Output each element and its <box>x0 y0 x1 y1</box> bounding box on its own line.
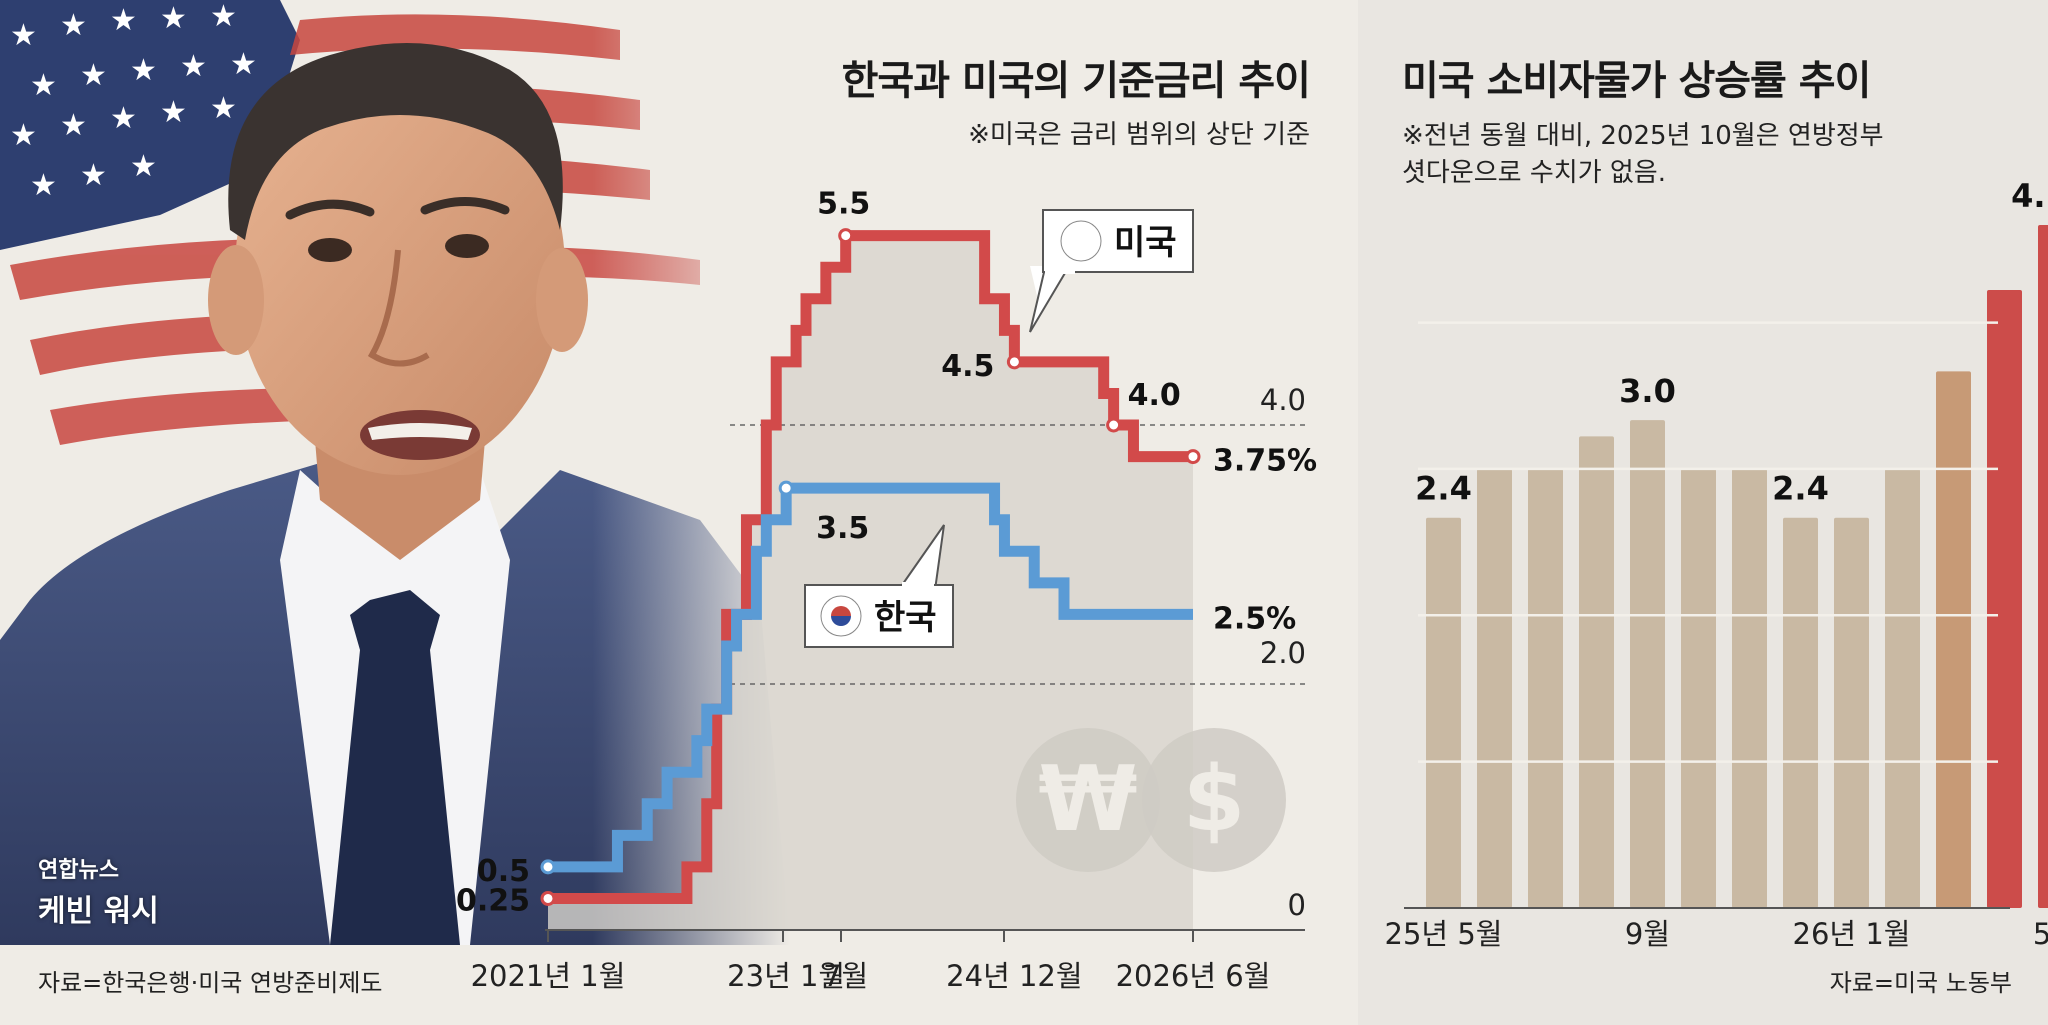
cpi-bar <box>1834 517 1869 908</box>
cpi-chart-note-line1: ※전년 동월 대비, 2025년 10월은 연방정부 <box>1402 121 1884 151</box>
rate-marker <box>540 859 556 875</box>
cpi-bar <box>1528 468 1563 908</box>
rate-marker <box>540 890 556 906</box>
cpi-bar <box>1681 468 1716 908</box>
cpi-chart-source: 자료=미국 노동부 <box>1829 969 2012 997</box>
won-sign-icon <box>1016 728 1160 872</box>
cpi-bar <box>1987 290 2022 908</box>
cpi-x-tick-label: 25년 5월 <box>1384 917 1503 951</box>
cpi-grid-lines <box>1418 321 1998 763</box>
svg-text:₩: ₩ <box>1038 747 1137 852</box>
cpi-bar <box>1579 436 1614 908</box>
photo-person-name: 케빈 워시 <box>38 894 159 929</box>
cpi-chart-plot: 2.4 3.0 2.4 4.2% <box>1404 177 2048 909</box>
cpi-chart-panel: 미국 소비자물가 상승률 추이 ※전년 동월 대비, 2025년 10월은 연방… <box>1358 0 2048 1025</box>
rate-value-label: 4.0 <box>1128 378 1181 413</box>
x-tick-label: 7월 <box>823 959 869 993</box>
cpi-value-labels: 2.4 3.0 2.4 4.2% <box>1415 177 2048 508</box>
cpi-bar <box>2038 225 2048 908</box>
rate-marker <box>1185 449 1201 465</box>
x-tick-label: 24년 12월 <box>946 959 1083 993</box>
x-tick-label: 2026년 6월 <box>1115 959 1271 993</box>
rate-marker <box>1106 417 1122 433</box>
currency-icons: ₩ $ <box>1016 728 1286 872</box>
us-rate-line <box>548 230 1193 904</box>
y-tick-label: 0 <box>1287 888 1306 922</box>
cpi-bar <box>1885 468 1920 908</box>
cpi-value-label: 2.4 <box>1772 470 1829 508</box>
rate-value-label: 4.5 <box>941 349 994 384</box>
us-callout: 미국 <box>1029 209 1194 333</box>
rate-value-label: 0.25 <box>456 883 530 918</box>
cpi-bar <box>1936 371 1971 908</box>
rate-labels: 0.25 5.5 4.5 4.0 3.75% 0.5 3.5 2.5% <box>456 187 1317 919</box>
person-photo: ★★★★★ ★★★★★ ★★★★★ ★★★ <box>0 0 790 945</box>
us-callout-label: 미국 <box>1114 223 1177 263</box>
rate-value-label: 3.75% <box>1213 444 1317 479</box>
x-tick-label: 2021년 1월 <box>470 959 626 993</box>
rate-value-label: 2.5% <box>1213 601 1296 636</box>
cpi-bar <box>1630 420 1665 908</box>
rate-chart-title: 한국과 미국의 기준금리 추이 <box>841 58 1311 104</box>
rate-markers <box>540 228 1201 906</box>
rate-marker <box>838 228 854 244</box>
cpi-x-tick-label: 5월 <box>2032 917 2048 951</box>
cpi-bar <box>1732 468 1767 908</box>
svg-text:$: $ <box>1183 747 1246 852</box>
dollar-sign-icon <box>1142 728 1286 872</box>
cpi-bar <box>1426 517 1461 908</box>
cpi-value-label: 4.2% <box>2011 177 2048 215</box>
rate-value-label: 3.5 <box>816 511 869 546</box>
korea-callout: 한국 <box>804 524 954 648</box>
cpi-chart-title: 미국 소비자물가 상승률 추이 <box>1402 58 1871 104</box>
rate-chart-plot: ₩ $ 0.25 5.5 4.5 4.0 3.75% 0.5 3.5 2.5% 미국 <box>456 187 1317 942</box>
rate-chart-note: ※미국은 금리 범위의 상단 기준 <box>968 120 1310 150</box>
us-flag-icon <box>1060 220 1102 262</box>
cpi-x-tick-label: 9월 <box>1624 917 1671 951</box>
x-tick-label: 23년 1월 <box>727 959 846 993</box>
cpi-bar <box>1783 517 1818 908</box>
korea-callout-label: 한국 <box>874 598 937 638</box>
cpi-value-label: 3.0 <box>1619 372 1676 410</box>
rate-marker <box>1006 354 1022 370</box>
cpi-chart-note-line2: 셧다운으로 수치가 없음. <box>1402 158 1666 188</box>
photo-agency-label: 연합뉴스 <box>38 858 119 883</box>
cpi-bars <box>1426 225 2048 908</box>
korea-rate-line <box>548 482 1193 873</box>
cpi-value-label: 2.4 <box>1415 470 1472 508</box>
photo-area: ★★★★★ ★★★★★ ★★★★★ ★★★ <box>0 0 790 945</box>
rate-value-label: 5.5 <box>817 187 870 222</box>
rate-value-label: 0.5 <box>477 854 530 889</box>
rate-chart-panel: ★★★★★ ★★★★★ ★★★★★ ★★★ <box>0 0 1318 997</box>
y-tick-label: 4.0 <box>1259 383 1306 417</box>
rate-chart-source: 자료=한국은행·미국 연방준비제도 <box>38 969 383 997</box>
x-ticks <box>547 930 1194 942</box>
cpi-x-tick-label: 26년 1월 <box>1792 917 1911 951</box>
cpi-bar <box>1477 468 1512 908</box>
rate-marker <box>778 480 794 496</box>
y-tick-label: 2.0 <box>1259 635 1306 670</box>
